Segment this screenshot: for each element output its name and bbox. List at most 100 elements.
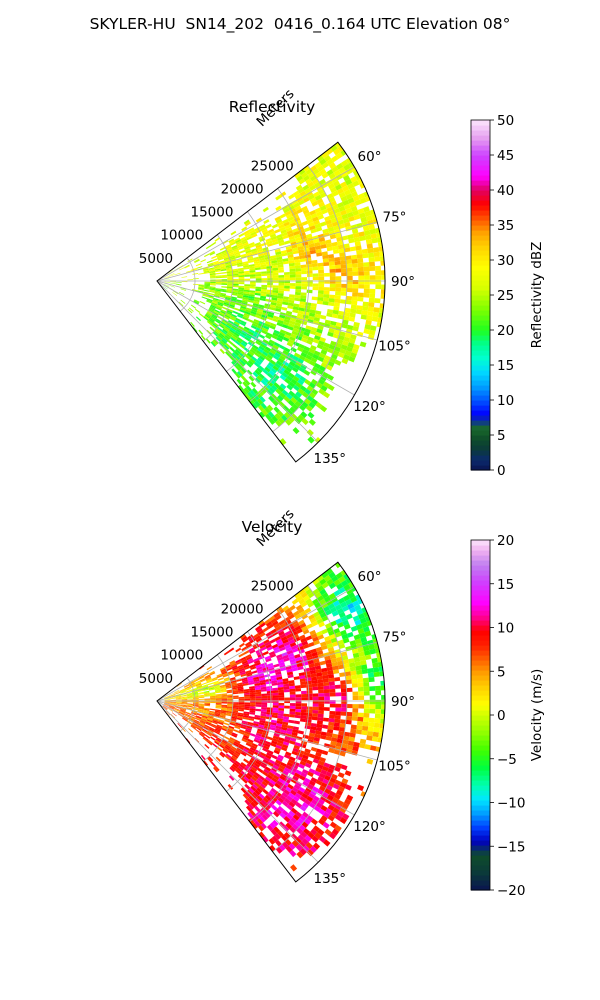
colorbar-tick-label: −5 (497, 752, 517, 768)
radial-tick-label: 15000 (190, 625, 233, 641)
range-ring (179, 677, 196, 732)
colorbar-segment (471, 625, 490, 631)
colorbar-segment (471, 180, 490, 186)
colorbar-segment (471, 680, 490, 686)
colorbar-segment (471, 225, 490, 231)
colorbar-segment (471, 200, 490, 206)
azimuth-tick-label: 75° (383, 629, 407, 645)
azimuth-tick-label: 135° (314, 871, 347, 887)
azimuth-tick-label: 105° (378, 339, 411, 355)
colorbar-tick-label: 10 (497, 393, 514, 409)
colorbar-tick-label: 25 (497, 288, 514, 304)
colorbar-segment (471, 120, 490, 126)
colorbar-segment (471, 835, 490, 841)
colorbar-segment (471, 540, 490, 546)
colorbar-segment (471, 260, 490, 266)
colorbar-segment (471, 830, 490, 836)
colorbar-segment (471, 300, 490, 306)
radial-tick-label: 25000 (251, 158, 294, 174)
colorbar-segment (471, 770, 490, 776)
colorbar-segment (471, 440, 490, 446)
colorbar-segment (471, 360, 490, 366)
colorbar-segment (471, 395, 490, 401)
colorbar-segment (471, 345, 490, 351)
colorbar-segment (471, 365, 490, 371)
colorbar-tick-label: 0 (497, 463, 506, 479)
range-ring (272, 165, 348, 433)
colorbar-label: Velocity (m/s) (529, 669, 545, 762)
azimuth-spoke (156, 700, 378, 761)
colorbar-segment (471, 350, 490, 356)
colorbar-segment (471, 205, 490, 211)
colorbar-segment (471, 215, 490, 221)
colorbar-segment (471, 815, 490, 821)
colorbar-segment (471, 195, 490, 201)
colorbar-segment (471, 355, 490, 361)
radial-tick-label: 25000 (251, 578, 294, 594)
azimuth-spoke (156, 586, 355, 702)
colorbar: −20 −15 −10 −5 0 5 10 15 20 Velocity (m/s) (470, 533, 545, 899)
colorbar-segment (471, 735, 490, 741)
colorbar-tick-label: 50 (497, 113, 514, 129)
colorbar-segment (471, 855, 490, 861)
azimuth-spoke (156, 166, 355, 282)
colorbar-segment (471, 385, 490, 391)
colorbar-segment (471, 155, 490, 161)
colorbar-tick-label: 45 (497, 148, 514, 164)
radial-tick-label: 10000 (160, 648, 203, 664)
colorbar-segment (471, 850, 490, 856)
colorbar-segment (471, 665, 490, 671)
azimuth-tick-label: 135° (314, 451, 347, 467)
colorbar-segment (471, 795, 490, 801)
colorbar-segment (471, 445, 490, 451)
panel-title: Reflectivity (229, 98, 316, 116)
colorbar-segment (471, 555, 490, 561)
azimuth-tick-label: 60° (358, 149, 382, 165)
colorbar-segment (471, 645, 490, 651)
colorbar-segment (471, 705, 490, 711)
radar-field (161, 142, 386, 446)
azimuth-spoke (156, 700, 319, 863)
colorbar-segment (471, 810, 490, 816)
colorbar-segment (471, 730, 490, 736)
colorbar-segment (471, 885, 490, 891)
colorbar-segment (471, 400, 490, 406)
colorbar-segment (471, 580, 490, 586)
sector-outline (156, 561, 386, 883)
colorbar-segment (471, 675, 490, 681)
colorbar-segment (471, 880, 490, 886)
colorbar-segment (471, 465, 490, 471)
colorbar-segment (471, 265, 490, 271)
colorbar-segment (471, 285, 490, 291)
colorbar-segment (471, 210, 490, 216)
azimuth-tick-label: 75° (383, 209, 407, 225)
colorbar-segment (471, 145, 490, 151)
colorbar-segment (471, 655, 490, 661)
colorbar-segment (471, 870, 490, 876)
colorbar-segment (471, 750, 490, 756)
colorbar-label: Reflectivity dBZ (529, 242, 545, 349)
colorbar-segment (471, 700, 490, 706)
radar-panel-reflectivity: 500010000150002000025000Meters60°75°90°1… (139, 86, 545, 479)
colorbar-segment (471, 405, 490, 411)
range-ring (203, 234, 234, 342)
radar-field (162, 562, 386, 872)
azimuth-tick-label: 90° (391, 694, 415, 710)
azimuth-spoke (156, 280, 378, 341)
colorbar-tick-label: 20 (497, 323, 514, 339)
colorbar-tick-label: 30 (497, 253, 514, 269)
colorbar-segment (471, 125, 490, 131)
colorbar-tick-label: −20 (497, 883, 526, 899)
azimuth-tick-label: 120° (353, 399, 386, 415)
colorbar-segment (471, 130, 490, 136)
colorbar-segment (471, 280, 490, 286)
colorbar-segment (471, 585, 490, 591)
radial-tick-label: 10000 (160, 228, 203, 244)
azimuth-tick-label: 90° (391, 274, 415, 290)
colorbar-segment (471, 305, 490, 311)
figure-title: SKYLER-HU SN14_202 0416_0.164 UTC Elevat… (89, 15, 511, 33)
colorbar: 0 5 10 15 20 25 30 35 40 45 50 Reflectivity dBZ (470, 113, 545, 479)
colorbar-tick-label: −10 (497, 796, 526, 812)
colorbar-segment (471, 250, 490, 256)
colorbar-segment (471, 780, 490, 786)
